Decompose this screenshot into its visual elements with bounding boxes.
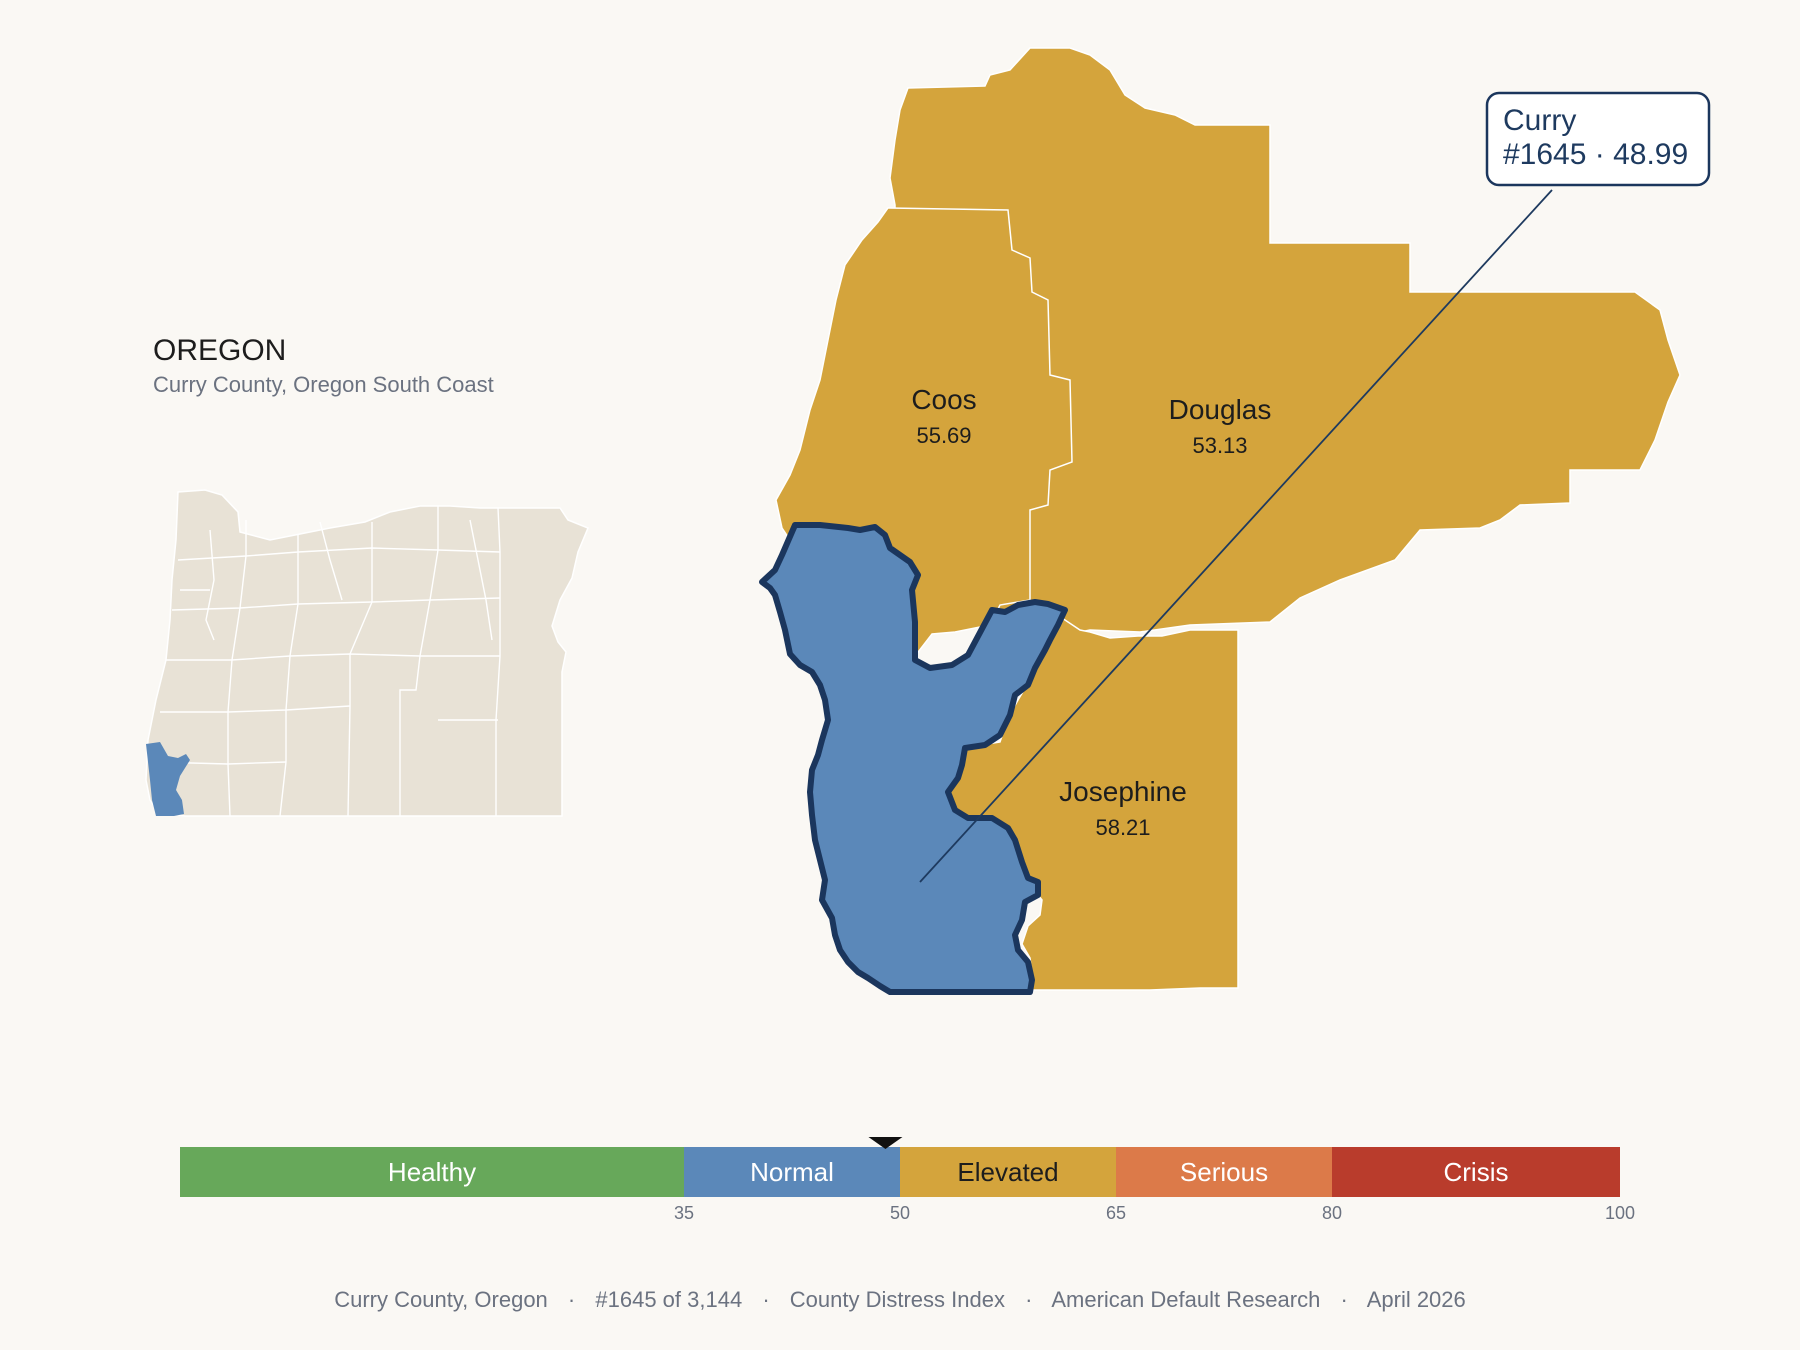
footer-sep-1: · (568, 1287, 575, 1312)
oregon-county-lines (155, 506, 501, 817)
footer-sep-4: · (1340, 1287, 1347, 1312)
scale-band-healthy (180, 1147, 684, 1197)
county-label-douglas: Douglas (1169, 394, 1272, 425)
county-josephine-shape[interactable] (947, 616, 1239, 991)
scale-tick-35: 35 (674, 1203, 694, 1223)
county-value-coos: 55.69 (916, 423, 971, 448)
footer-county: Curry County, Oregon (334, 1287, 548, 1312)
scale-band-label-normal: Normal (750, 1157, 834, 1187)
scale-band-label-serious: Serious (1180, 1157, 1268, 1187)
state-title: OREGON (153, 334, 286, 367)
oregon-locator-map (145, 489, 589, 817)
scale-tick-65: 65 (1106, 1203, 1126, 1223)
scale-marker-triangle (868, 1137, 903, 1149)
callout-rank-value: #1645 · 48.99 (1503, 138, 1688, 171)
callout-county-name: Curry (1503, 104, 1576, 137)
scale-band-serious (1116, 1147, 1332, 1197)
footer-org: American Default Research (1051, 1287, 1320, 1312)
scale-band-label-elevated: Elevated (957, 1157, 1058, 1187)
scale-band-crisis (1332, 1147, 1620, 1197)
county-label-josephine: Josephine (1059, 776, 1187, 807)
callout-box (1485, 91, 1711, 187)
county-curry-shape[interactable] (759, 522, 1068, 995)
scale-tick-100: 100 (1605, 1203, 1635, 1223)
footer-date: April 2026 (1367, 1287, 1466, 1312)
scale-tick-50: 50 (890, 1203, 910, 1223)
curry-locator-highlight (146, 742, 190, 816)
county-value-josephine: 58.21 (1095, 815, 1150, 840)
scale-ticks: 35 50 65 80 100 (674, 1203, 1635, 1223)
footer-index: County Distress Index (790, 1287, 1005, 1312)
county-value-douglas: 53.13 (1192, 433, 1247, 458)
scale-band-label-crisis: Crisis (1444, 1157, 1509, 1187)
callout-leader-line (919, 189, 1553, 883)
distress-scale-legend: Healthy Normal Elevated Serious Crisis (180, 1147, 1620, 1197)
oregon-state-shape (145, 489, 589, 817)
scale-band-elevated (900, 1147, 1116, 1197)
regional-map: Coos 55.69 Douglas 53.13 Josephine 58.21… (759, 47, 1711, 995)
footer-rank: #1645 of 3,144 (595, 1287, 742, 1312)
state-subtitle: Curry County, Oregon South Coast (153, 372, 494, 397)
county-label-coos: Coos (911, 384, 976, 415)
footer-credits: Curry County, Oregon · #1645 of 3,144 · … (334, 1287, 1466, 1312)
scale-band-label-healthy: Healthy (388, 1157, 476, 1187)
scale-tick-80: 80 (1322, 1203, 1342, 1223)
footer-sep-3: · (1025, 1287, 1032, 1312)
footer-sep-2: · (762, 1287, 769, 1312)
scale-band-normal (684, 1147, 900, 1197)
